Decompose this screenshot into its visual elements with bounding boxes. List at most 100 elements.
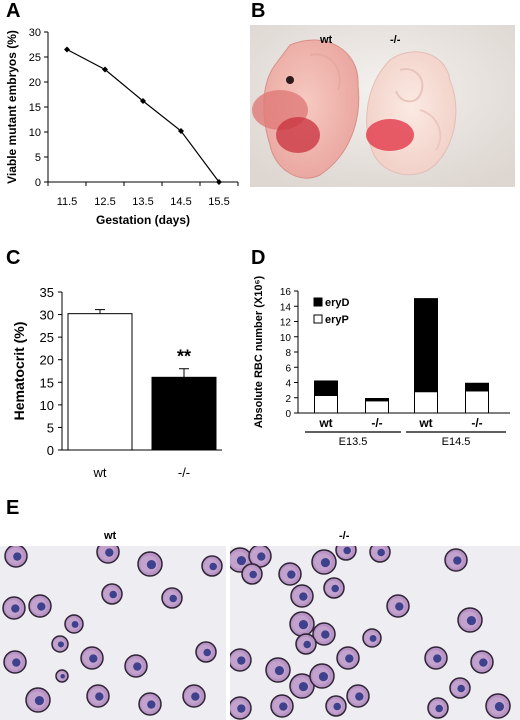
blood-cell-nucleus [355, 692, 364, 701]
d-x-tick-label: -/- [371, 416, 382, 430]
d-bar-eryd [465, 382, 489, 392]
smear-wt-drawing [2, 546, 223, 716]
d-y-tick-label: 12 [280, 318, 292, 329]
d-y-tick-label: 4 [285, 379, 291, 390]
a-x-tick-label: 13.5 [132, 196, 153, 208]
blood-cell-nucleus [95, 692, 104, 701]
blood-cell-nucleus [34, 696, 44, 706]
c-x-tick-label: -/- [178, 465, 190, 480]
blood-cell-nucleus [321, 630, 330, 639]
d-y-tick-label: 6 [285, 363, 291, 374]
blood-cell-nucleus [303, 640, 311, 649]
blood-cell-nucleus [377, 548, 385, 557]
d-x-tick-label: wt [318, 416, 332, 430]
blood-cell-nucleus [209, 562, 217, 571]
embryo-photo: wt -/- [250, 25, 515, 187]
blood-cell-nucleus [435, 704, 443, 713]
d-y-tick-label: 0 [285, 409, 291, 420]
blood-cell-nucleus [333, 702, 341, 711]
d-bar-eryd [314, 380, 338, 396]
blood-cell-nucleus [369, 635, 377, 642]
c-y-tick-label: 25 [40, 330, 54, 345]
blood-cell-nucleus [299, 592, 308, 601]
blood-cell-nucleus [11, 604, 20, 613]
d-legend-label: eryP [325, 314, 349, 326]
a-data-point [102, 66, 108, 73]
c-y-tick-label: 10 [40, 398, 54, 413]
blood-cell-nucleus [298, 620, 308, 630]
blood-cell-nucleus [274, 666, 284, 676]
d-y-tick-label: 8 [285, 348, 291, 359]
d-bar-eryp [414, 391, 438, 414]
embryo-label-wt: wt [320, 34, 333, 46]
a-data-point [178, 128, 184, 134]
smear-photo-ko [230, 546, 520, 720]
a-x-tick-label: 12.5 [94, 196, 115, 208]
smear-photo-wt [0, 546, 226, 720]
d-legend-swatch [313, 297, 323, 307]
smear-label-ko: -/- [339, 530, 350, 542]
blood-cell-nucleus [237, 704, 246, 713]
chart-a-viable-embryos: 0 5 10 15 20 25 30 11.5 12.5 13.5 14.5 15.5 Gestatio… [5, 27, 239, 227]
a-data-point [216, 179, 222, 185]
blood-cell-nucleus [146, 560, 156, 570]
a-y-tick-label: 0 [35, 177, 41, 189]
c-y-tick-label: 30 [40, 308, 54, 323]
embryo-label-ko: -/- [390, 34, 401, 46]
d-bar-eryd [414, 298, 438, 393]
c-y-tick-label: 15 [40, 375, 54, 390]
d-y-tick-label: 2 [285, 394, 291, 405]
d-x-tick-label: wt [418, 416, 432, 430]
d-y-axis-label: Absolute RBC number (X10⁶) [253, 275, 265, 428]
blood-cell-nucleus [331, 584, 339, 593]
d-legend-swatch [313, 314, 323, 324]
a-x-tick-label: 14.5 [170, 196, 191, 208]
blood-cell-nucleus [343, 546, 351, 555]
embryo-photo-drawing [250, 25, 515, 187]
a-x-tick-label: 15.5 [208, 196, 229, 208]
a-y-tick-label: 25 [29, 52, 41, 64]
blood-cell-nucleus [12, 658, 21, 667]
a-y-tick-label: 30 [29, 27, 41, 39]
panel-letter-a: A [6, 0, 21, 22]
d-y-tick-label: 16 [280, 287, 292, 298]
c-y-tick-label: 0 [47, 443, 54, 458]
blood-cell-nucleus [320, 558, 330, 568]
d-y-tick-label: 14 [280, 302, 292, 313]
blood-cell-nucleus [236, 556, 246, 566]
blood-cell-nucleus [298, 682, 308, 692]
d-group-label: E13.5 [339, 436, 368, 448]
d-x-tick-label: -/- [471, 416, 482, 430]
blood-cell-nucleus [109, 590, 117, 599]
blood-cell-nucleus [89, 654, 98, 663]
blood-cell-nucleus [105, 548, 114, 557]
blood-cell-nucleus [169, 594, 177, 603]
blood-cell-nucleus [279, 702, 288, 711]
d-y-tick-label: 10 [280, 333, 292, 344]
c-bar [67, 313, 133, 451]
c-bar [151, 376, 217, 451]
d-bar-eryd [365, 398, 389, 402]
blood-cell-nucleus [457, 684, 465, 693]
c-y-axis-label: Hematocrit (%) [11, 322, 27, 421]
blood-cell-nucleus [257, 552, 266, 561]
a-data-point [140, 98, 146, 104]
blood-cell-nucleus [133, 662, 142, 671]
blood-cell-nucleus [71, 621, 79, 628]
blood-cell-nucleus [13, 552, 22, 561]
blood-cell-nucleus [191, 692, 200, 701]
a-y-tick-label: 10 [29, 127, 41, 139]
blood-cell-nucleus [249, 570, 257, 579]
blood-cell-nucleus [466, 616, 476, 626]
blood-cell-nucleus [37, 602, 46, 611]
panel-letter-b: B [251, 0, 266, 22]
blood-cell-nucleus [479, 658, 488, 667]
blood-cell-nucleus [395, 602, 404, 611]
chart-c-hematocrit: 0 5 10 15 20 25 30 35 wt -/- ** Hematocrit (%) [11, 285, 222, 480]
c-y-tick-label: 20 [40, 353, 54, 368]
panel-letter-d: D [251, 247, 266, 269]
c-y-tick-label: 35 [40, 285, 54, 300]
smear-ko-drawing [230, 546, 511, 720]
blood-cell-nucleus [287, 570, 296, 579]
